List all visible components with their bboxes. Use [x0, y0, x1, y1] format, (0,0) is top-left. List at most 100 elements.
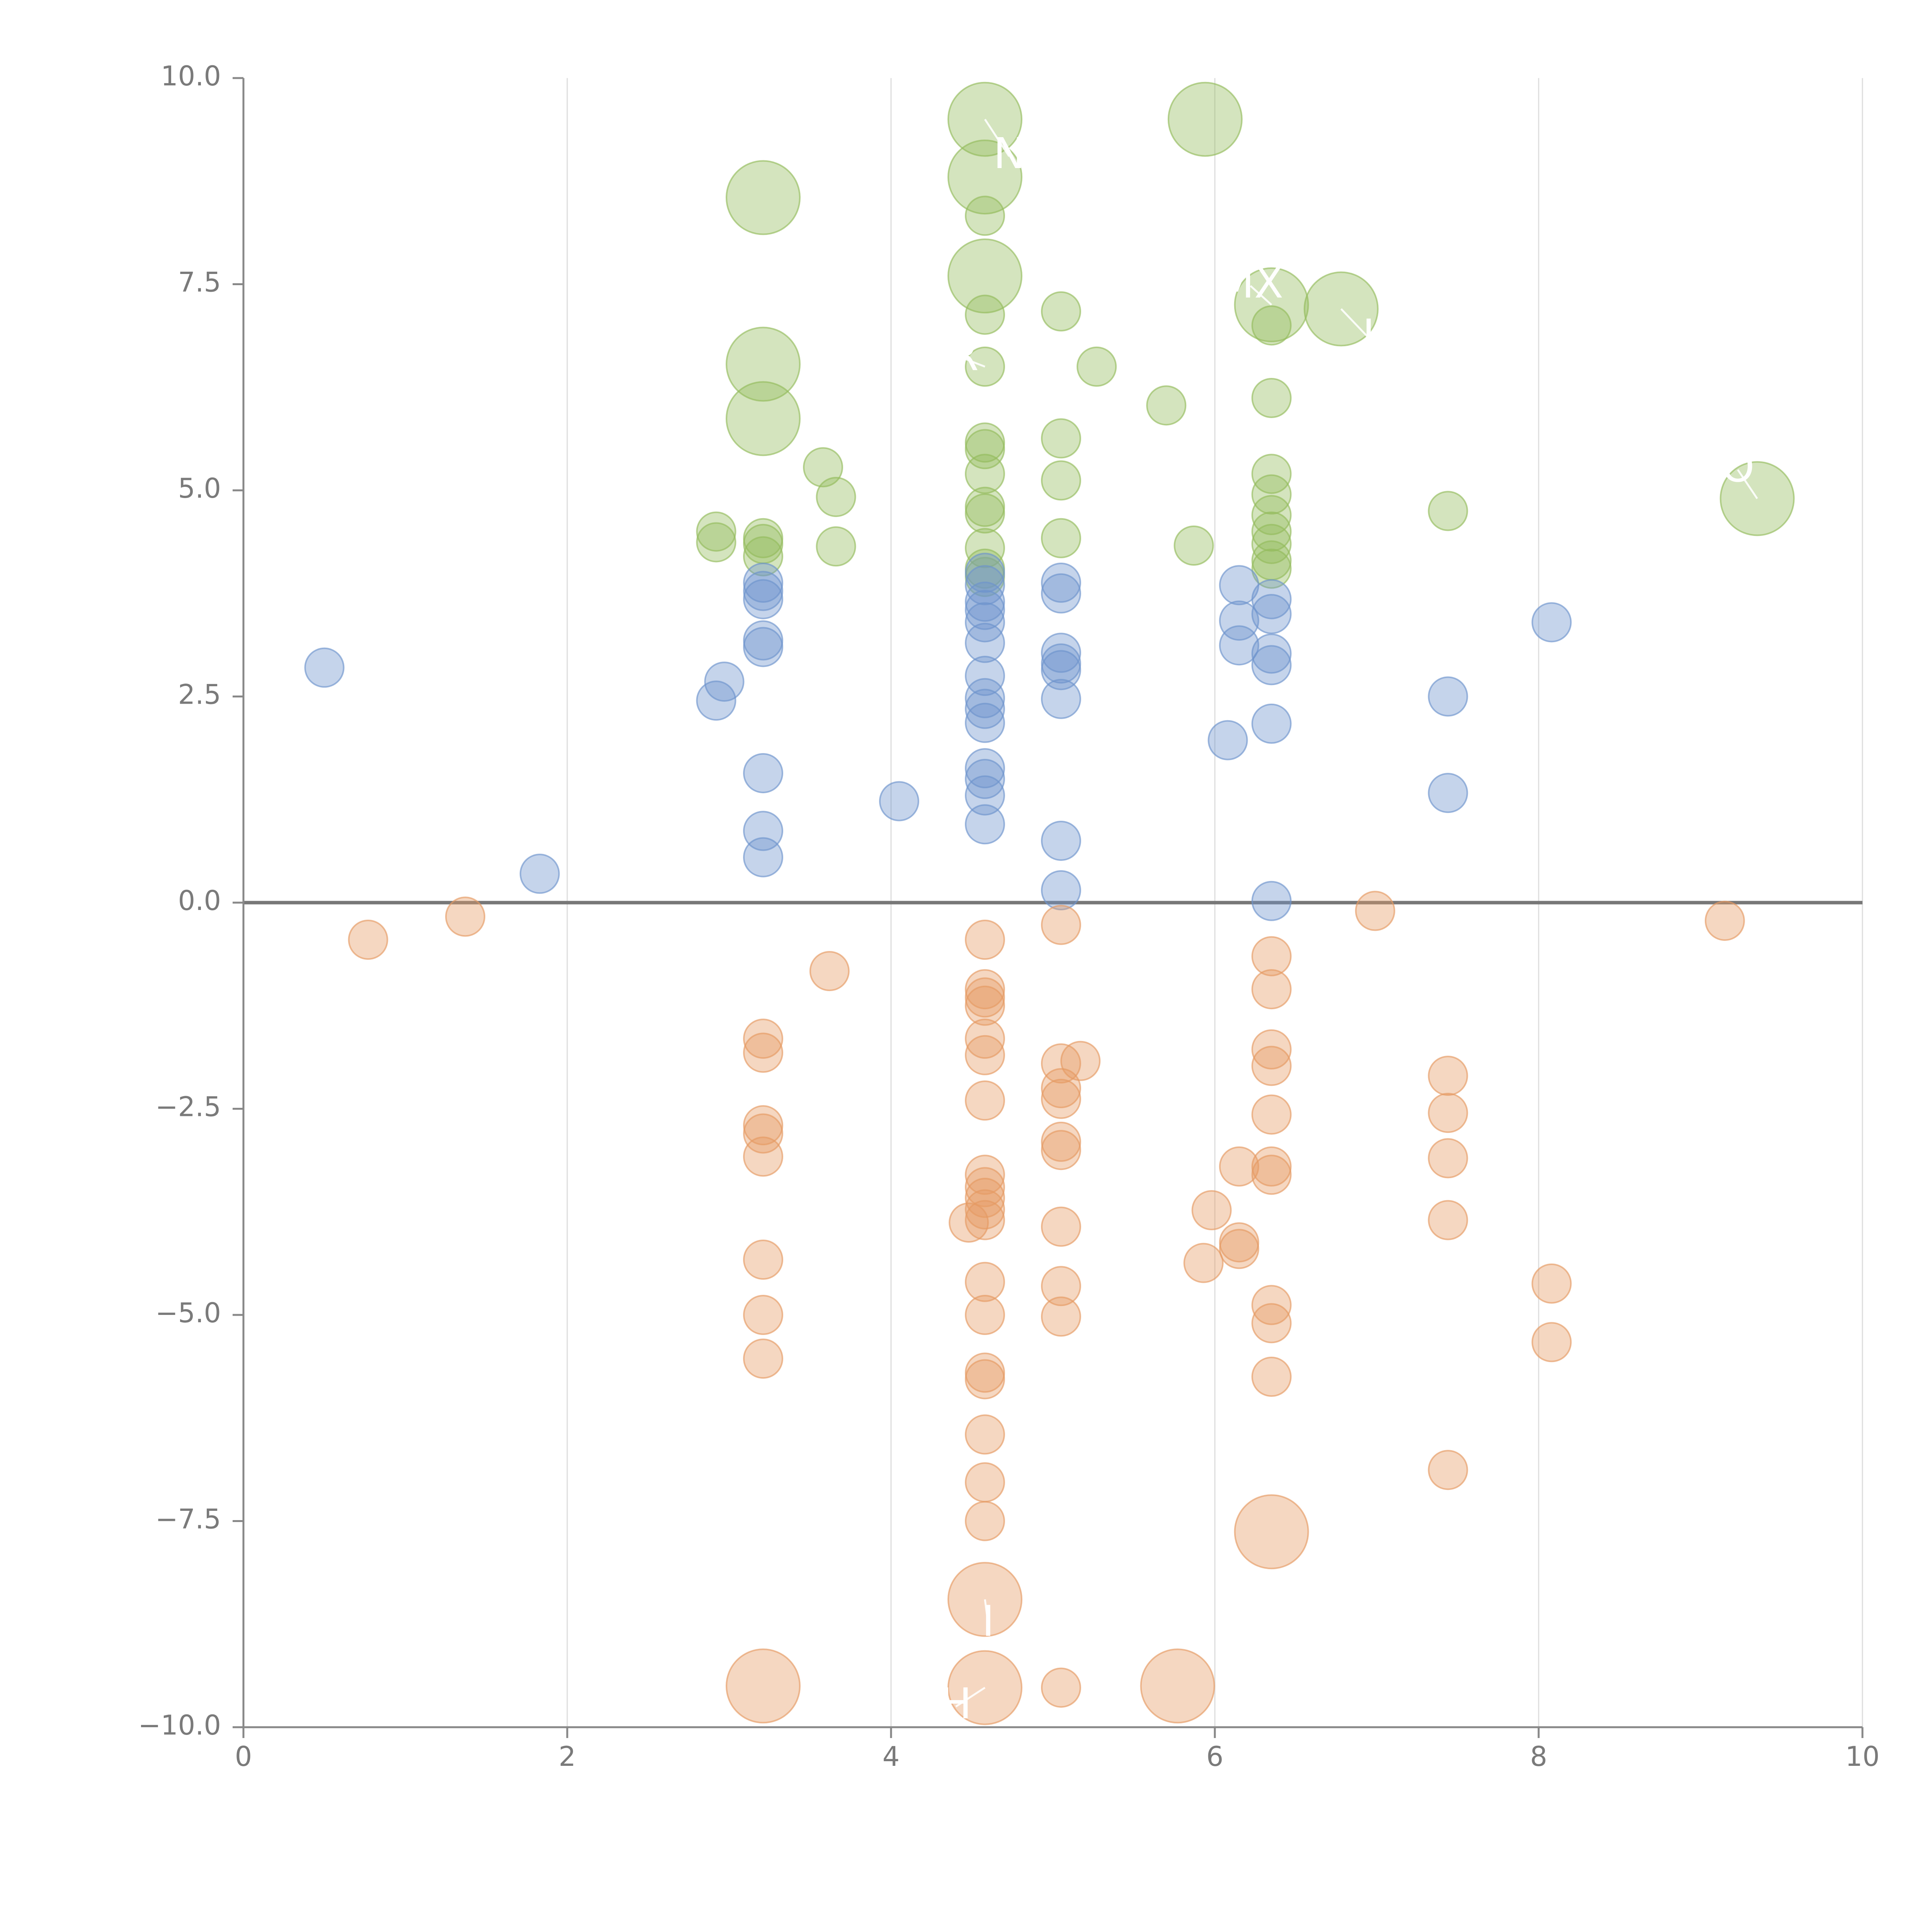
data-point-orange [965, 1462, 1005, 1503]
data-point-orange [965, 1295, 1005, 1335]
data-point-blue [965, 804, 1005, 845]
y-tick-label: −5.0 [155, 1297, 221, 1329]
data-point-green [696, 511, 736, 552]
data-point-blue [1251, 881, 1292, 921]
annotation-leader [984, 119, 1010, 157]
y-tick-label: 10.0 [161, 60, 221, 92]
data-point-orange [1251, 1155, 1292, 1195]
data-point-green [1251, 511, 1292, 552]
y-tick-label: −7.5 [155, 1503, 221, 1535]
data-point-orange [743, 1240, 783, 1280]
data-point-blue [1531, 602, 1572, 643]
data-point-orange [348, 920, 388, 960]
data-point-blue [965, 590, 1005, 630]
annotation-label: O [1721, 442, 1755, 492]
data-point-green [696, 522, 736, 563]
data-point-orange [1251, 969, 1292, 1010]
data-point-orange [965, 1155, 1005, 1195]
data-point-orange [1428, 1200, 1468, 1240]
data-point-blue [1251, 703, 1292, 744]
data-point-green [1251, 495, 1292, 536]
data-point-orange [1531, 1322, 1572, 1362]
data-point-orange [1041, 1667, 1081, 1708]
data-point-green [965, 196, 1005, 236]
data-point-orange [965, 1189, 1005, 1230]
data-point-blue [965, 689, 1005, 729]
x-tick-label: 6 [1206, 1741, 1224, 1772]
data-point-orange [1041, 1266, 1081, 1306]
data-point-green [1173, 525, 1214, 566]
data-point-orange [1251, 1357, 1292, 1397]
data-point-blue [1208, 720, 1248, 760]
data-point-green [725, 160, 801, 235]
data-point-blue [965, 582, 1005, 622]
data-point-orange [1219, 1229, 1259, 1269]
data-point-blue [1219, 625, 1259, 666]
data-point-blue [965, 553, 1005, 593]
data-point-orange [1251, 1094, 1292, 1135]
data-point-orange [1251, 936, 1292, 976]
data-point-orange [1041, 1121, 1081, 1162]
data-point-orange [445, 896, 486, 937]
data-point-blue [1041, 679, 1081, 719]
data-point-orange [1140, 1648, 1215, 1724]
data-point-orange [725, 1648, 801, 1724]
data-point-green [965, 493, 1005, 534]
data-point-orange [965, 1035, 1005, 1075]
annotation-leader [955, 1687, 986, 1708]
annotation-leader [1250, 285, 1272, 306]
data-point-blue [304, 647, 345, 688]
data-point-green [725, 381, 801, 456]
data-point-orange [1041, 1078, 1081, 1119]
x-tick-label: 4 [883, 1741, 900, 1772]
data-point-blue [1041, 870, 1081, 910]
data-point-orange [965, 1177, 1005, 1218]
data-point-orange [1183, 1243, 1224, 1283]
data-point-blue [743, 579, 783, 619]
data-point-blue [1251, 594, 1292, 634]
data-point-orange [1531, 1263, 1572, 1304]
annotation-leader [1340, 308, 1369, 338]
annotation-label: R [949, 331, 978, 380]
data-point-green [947, 139, 1023, 215]
annotation-leader [1737, 469, 1758, 499]
data-point-blue [965, 622, 1005, 663]
data-point-blue [1428, 676, 1468, 717]
data-point-blue [743, 753, 783, 793]
data-point-green [1146, 385, 1187, 426]
x-tick-label: 2 [559, 1741, 576, 1772]
data-point-green [1041, 418, 1081, 459]
data-point-blue [1251, 645, 1292, 685]
data-point-orange [965, 1019, 1005, 1059]
annotation-label: H [940, 1679, 972, 1728]
data-point-orange [743, 1105, 783, 1146]
data-point-orange [1428, 1450, 1468, 1490]
y-tick-label: 2.5 [178, 679, 221, 711]
x-tick-label: 0 [235, 1741, 252, 1772]
data-point-orange [1251, 1146, 1292, 1187]
data-point-orange [965, 977, 1005, 1018]
data-point-blue [965, 702, 1005, 743]
y-tick-label: 7.5 [178, 267, 221, 298]
data-point-green [725, 327, 801, 402]
data-point-orange [965, 1167, 1005, 1208]
data-point-blue [743, 837, 783, 878]
data-point-green [965, 528, 1005, 568]
axes: −10.0 −7.5 −5.0 −2.5 0.0 2.5 5.0 7.5 10.0 0 2 4 6 8 10 [138, 60, 1879, 1772]
annotation-label: N [993, 129, 1025, 178]
data-point-orange [965, 1414, 1005, 1455]
data-point-orange [1219, 1146, 1259, 1187]
data-point-orange [965, 969, 1005, 1010]
data-point-orange [965, 1080, 1005, 1121]
data-point-green [816, 526, 856, 567]
data-point-green [1251, 378, 1292, 418]
data-point-blue [1041, 563, 1081, 603]
data-point-orange [809, 951, 850, 992]
data-point-blue [1041, 573, 1081, 614]
annotation-label: I [982, 1597, 994, 1646]
data-point-orange [965, 1501, 1005, 1541]
y-tick-label: −10.0 [138, 1709, 221, 1741]
data-point-green [1251, 474, 1292, 515]
data-point-blue [1219, 600, 1259, 641]
